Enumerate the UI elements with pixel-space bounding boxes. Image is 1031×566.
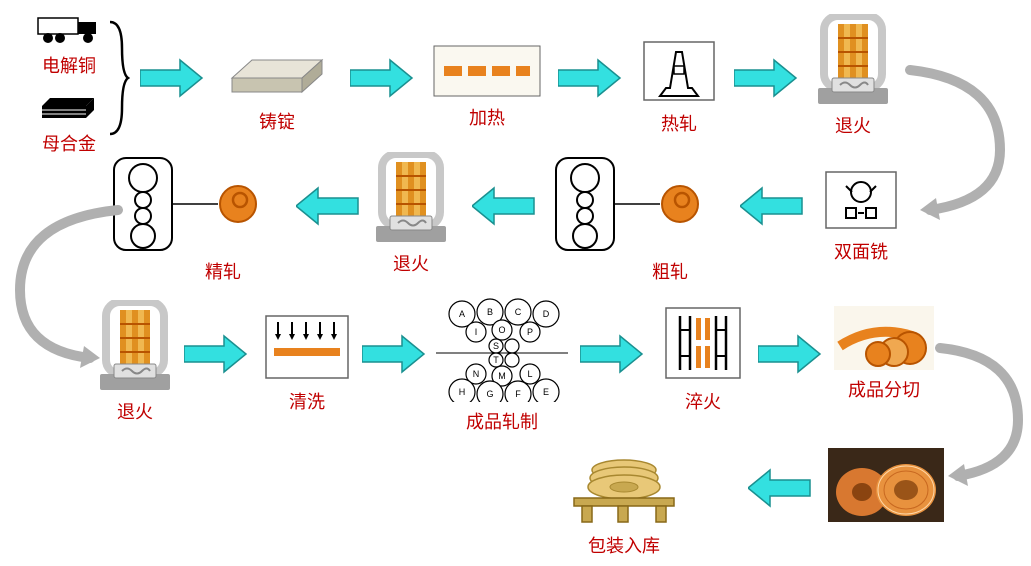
svg-text:B: B bbox=[487, 307, 493, 317]
arrow-icon bbox=[740, 186, 804, 226]
svg-text:E: E bbox=[543, 387, 549, 397]
cluster-mill-icon: A B C D I O P S T N M L H G F E bbox=[432, 296, 572, 402]
slitting-label: 成品分切 bbox=[848, 376, 920, 402]
quench-icon bbox=[662, 304, 744, 382]
stage-anneal3: 退火 bbox=[100, 300, 170, 424]
milling-label: 双面铣 bbox=[834, 238, 888, 264]
svg-text:T: T bbox=[493, 355, 499, 365]
finishroll-icon bbox=[108, 156, 278, 252]
stage-slitting: 成品分切 bbox=[834, 306, 934, 402]
input-master-alloy: 母合金 bbox=[34, 84, 104, 156]
input-electrolytic-copper: 电解铜 bbox=[34, 12, 104, 78]
arrow-icon bbox=[758, 334, 822, 374]
input1-label: 电解铜 bbox=[42, 52, 96, 78]
arrow-icon bbox=[748, 468, 812, 508]
stage-quench: 淬火 bbox=[662, 304, 744, 414]
stage-packaging: 包装入库 bbox=[564, 442, 684, 558]
stage-casting: 铸锭 bbox=[222, 42, 332, 134]
furnace-icon bbox=[818, 14, 888, 106]
svg-text:A: A bbox=[459, 309, 465, 319]
stage-finish-roll: 精轧 bbox=[108, 156, 278, 284]
svg-text:C: C bbox=[515, 307, 522, 317]
svg-text:L: L bbox=[527, 369, 532, 379]
heating-label: 加热 bbox=[469, 104, 505, 130]
arrow-icon bbox=[140, 58, 204, 98]
arrow-icon bbox=[472, 186, 536, 226]
arrow-icon bbox=[184, 334, 248, 374]
stage-anneal2: 退火 bbox=[376, 152, 446, 276]
curve-arrow-icon bbox=[932, 340, 1031, 490]
stage-product-roll: A B C D I O P S T N M L H G F E 成品轧制 bbox=[432, 296, 572, 434]
svg-text:O: O bbox=[498, 325, 505, 335]
anneal3-label: 退火 bbox=[117, 398, 153, 424]
packaging-label: 包装入库 bbox=[588, 532, 660, 558]
svg-text:P: P bbox=[527, 327, 533, 337]
roughroll-label: 粗轧 bbox=[652, 258, 688, 284]
stage-milling: 双面铣 bbox=[822, 168, 900, 264]
casting-label: 铸锭 bbox=[259, 108, 295, 134]
roughroll-icon bbox=[550, 156, 720, 252]
quench-label: 淬火 bbox=[685, 388, 721, 414]
anneal1-label: 退火 bbox=[835, 112, 871, 138]
heating-icon bbox=[432, 44, 542, 98]
hotroll-label: 热轧 bbox=[661, 110, 697, 136]
stage-rough-roll: 粗轧 bbox=[550, 156, 720, 284]
svg-text:S: S bbox=[493, 341, 499, 351]
furnace-icon bbox=[376, 152, 446, 244]
stage-product-coils bbox=[828, 448, 944, 522]
svg-text:H: H bbox=[459, 387, 466, 397]
stage-hot-roll: 热轧 bbox=[640, 38, 718, 136]
slitting-icon bbox=[834, 306, 934, 370]
arrow-icon bbox=[558, 58, 622, 98]
copper-coils-icon bbox=[828, 448, 944, 522]
truck-icon bbox=[34, 12, 104, 46]
productroll-label: 成品轧制 bbox=[466, 408, 538, 434]
furnace-icon bbox=[100, 300, 170, 392]
input2-label: 母合金 bbox=[42, 130, 96, 156]
svg-text:G: G bbox=[486, 389, 493, 399]
anneal2-label: 退火 bbox=[393, 250, 429, 276]
ingot-icon bbox=[222, 42, 332, 102]
svg-text:M: M bbox=[498, 371, 506, 381]
svg-text:I: I bbox=[475, 327, 478, 337]
svg-text:D: D bbox=[543, 309, 550, 319]
stage-heating: 加热 bbox=[432, 44, 542, 130]
arrow-icon bbox=[580, 334, 644, 374]
arrow-icon bbox=[350, 58, 414, 98]
svg-text:F: F bbox=[515, 389, 521, 399]
stage-anneal1: 退火 bbox=[818, 14, 888, 138]
svg-text:N: N bbox=[473, 369, 480, 379]
milling-icon bbox=[822, 168, 900, 232]
curve-arrow-icon bbox=[900, 60, 1020, 220]
slab-stack-icon bbox=[34, 84, 104, 124]
cleaning-label: 清洗 bbox=[289, 388, 325, 414]
hotroll-icon bbox=[640, 38, 718, 104]
arrow-icon bbox=[734, 58, 798, 98]
cleaning-icon bbox=[262, 312, 352, 382]
arrow-icon bbox=[296, 186, 360, 226]
packaging-icon bbox=[564, 442, 684, 526]
arrow-icon bbox=[362, 334, 426, 374]
stage-cleaning: 清洗 bbox=[262, 312, 352, 414]
brace-icon bbox=[106, 18, 130, 138]
finishroll-label: 精轧 bbox=[205, 258, 241, 284]
